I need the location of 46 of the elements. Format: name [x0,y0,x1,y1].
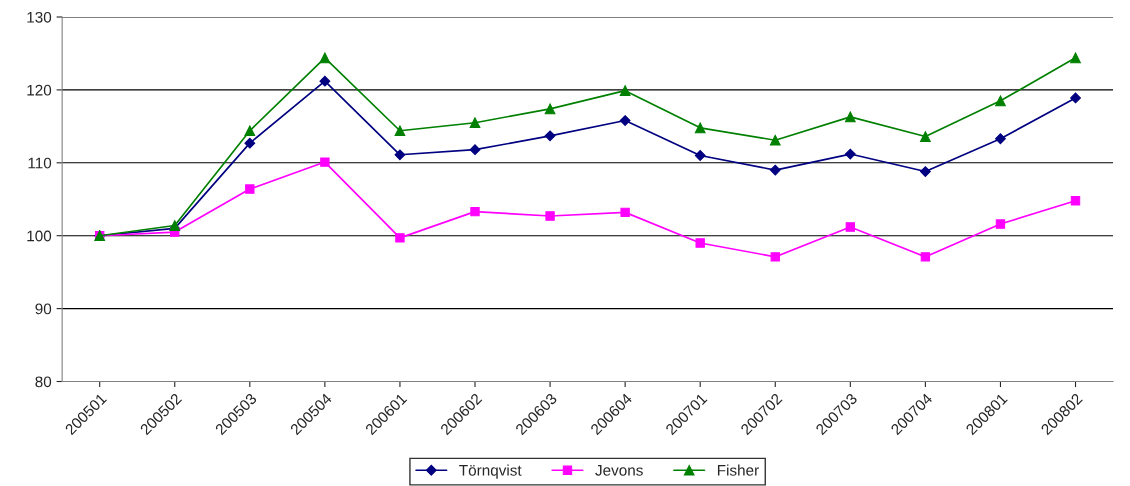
legend-label: Fisher [717,464,759,476]
point [469,144,481,156]
point [920,252,931,262]
point [695,238,705,248]
point [544,103,556,115]
point [995,95,1006,107]
y-tick-label: 90 [35,303,52,315]
point [394,125,406,137]
point [620,207,630,218]
point [619,115,631,126]
point [470,206,480,217]
point [469,117,481,129]
point [1070,52,1081,64]
point [619,85,631,97]
point [244,137,256,149]
point [845,222,856,232]
point [545,211,555,221]
point [245,184,255,194]
point [319,52,331,64]
point [395,233,405,243]
point [544,130,556,142]
legend-label: Törnqvist [459,464,522,479]
y-tick-label: 130 [27,11,52,23]
point [844,111,856,123]
point [920,131,931,142]
point [694,150,706,161]
y-tick-label: 80 [35,376,52,388]
point [770,252,780,262]
point [394,149,406,161]
point [694,122,706,134]
point [995,133,1006,145]
point [319,75,331,87]
point [769,164,781,176]
point [919,166,931,177]
y-tick-label: 100 [27,230,52,242]
point [1070,196,1081,206]
point [844,148,856,160]
y-tick-label: 120 [27,84,52,96]
legend-label: Jevons [595,465,643,476]
point [769,134,781,146]
point [1070,92,1081,104]
point [320,157,330,167]
point [244,125,256,137]
point [169,220,181,231]
y-tick-label: 110 [28,157,52,169]
point [995,219,1006,229]
